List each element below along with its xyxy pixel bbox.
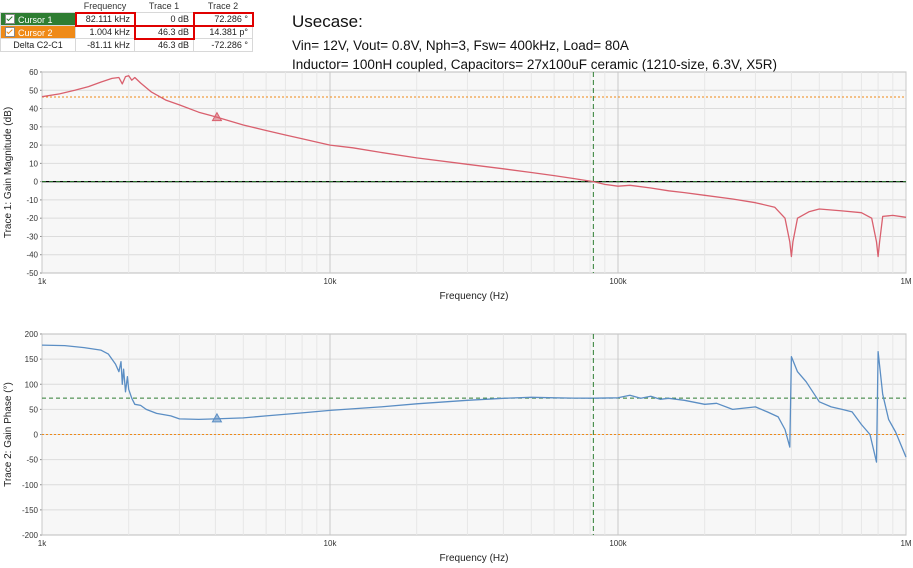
cursor1-label-cell[interactable]: Cursor 1 xyxy=(0,12,76,26)
phase-xtick-label: 10k xyxy=(324,539,338,548)
phase-ytick-label: -50 xyxy=(26,456,38,465)
delta-row: Delta C2-C1 -81.11 kHz 46.3 dB -72.286 ° xyxy=(0,38,253,52)
mag-yaxis-label: Trace 1: Gain Magnitude (dB) xyxy=(3,107,14,238)
delta-trace2: -72.286 ° xyxy=(193,38,253,52)
header-trace2: Trace 2 xyxy=(193,0,253,13)
mag-xtick-label: 100k xyxy=(609,277,627,286)
phase-trace-line xyxy=(41,344,907,463)
phase-xaxis-label: Frequency (Hz) xyxy=(440,553,509,564)
mag-xtick-label: 1M xyxy=(900,277,911,286)
phase-xtick-label: 1k xyxy=(38,539,47,548)
phase-ytick-label: 200 xyxy=(25,330,39,339)
mag-xaxis-label: Frequency (Hz) xyxy=(440,291,509,302)
cursor1-trace2: 72.286 ° xyxy=(192,11,254,27)
mag-ytick-label: 40 xyxy=(29,105,38,114)
mag-ytick-label: -40 xyxy=(26,251,38,260)
header-blank xyxy=(0,0,76,13)
mag-cursor2-marker[interactable] xyxy=(211,111,223,122)
phase-cursor2-marker[interactable] xyxy=(211,412,223,423)
phase-xtick-label: 100k xyxy=(609,539,627,548)
header-frequency: Frequency xyxy=(75,0,135,13)
phase-ytick-label: 150 xyxy=(25,355,39,364)
usecase-notes: Usecase: Vin= 12V, Vout= 0.8V, Nph=3, Fs… xyxy=(292,12,777,74)
delta-label: Delta C2-C1 xyxy=(0,38,76,52)
cursor2-checkbox[interactable] xyxy=(5,26,15,37)
cursor1-row[interactable]: Cursor 1 82.111 kHz 0 dB 72.286 ° xyxy=(0,11,254,27)
cursor2-frequency: 1.004 kHz xyxy=(75,25,135,39)
phase-ytick-label: -200 xyxy=(22,531,39,540)
cursor2-row[interactable]: Cursor 2 1.004 kHz 46.3 dB 14.381 p° xyxy=(0,24,253,40)
cursor1-trace1: 0 dB xyxy=(134,12,194,26)
mag-ytick-label: 10 xyxy=(29,159,38,168)
mag-ytick-label: 0 xyxy=(34,178,39,187)
mag-ytick-label: 30 xyxy=(29,123,38,132)
mag-xtick-label: 1k xyxy=(38,277,47,286)
phase-yaxis-label: Trace 2: Gain Phase (°) xyxy=(3,382,14,487)
cursor2-label: Cursor 2 xyxy=(18,27,53,38)
mag-ytick-label: -50 xyxy=(26,269,38,278)
cursor2-trace2: 14.381 p° xyxy=(193,25,253,39)
mag-ytick-label: 60 xyxy=(29,68,38,77)
cursor2-label-cell[interactable]: Cursor 2 xyxy=(0,25,76,39)
usecase-line-2: Inductor= 100nH coupled, Capacitors= 27x… xyxy=(292,57,778,72)
delta-trace1: 46.3 dB xyxy=(134,38,194,52)
usecase-title: Usecase: xyxy=(292,12,363,31)
mag-ytick-label: 20 xyxy=(29,141,38,150)
phase-xtick-label: 1M xyxy=(900,539,911,548)
cursor1-frequency: 82.111 kHz xyxy=(74,11,136,27)
cursor-table: Frequency Trace 1 Trace 2 Cursor 1 82.11… xyxy=(0,0,254,52)
mag-xtick-label: 10k xyxy=(324,277,338,286)
cursor1-label: Cursor 1 xyxy=(18,14,53,25)
delta-frequency: -81.11 kHz xyxy=(75,38,135,52)
phase-ytick-label: 0 xyxy=(34,431,39,440)
cursor1-checkbox[interactable] xyxy=(5,13,15,24)
mag-ytick-label: -30 xyxy=(26,232,38,241)
header-trace1: Trace 1 xyxy=(134,0,194,13)
phase-ytick-label: -150 xyxy=(22,506,39,515)
mag-ytick-label: -10 xyxy=(26,196,38,205)
usecase-line-1: Vin= 12V, Vout= 0.8V, Nph=3, Fsw= 400kHz… xyxy=(292,38,629,53)
phase-ytick-label: 100 xyxy=(25,380,39,389)
phase-ytick-label: 50 xyxy=(29,405,38,414)
phase-ytick-label: -100 xyxy=(22,481,39,490)
cursor2-trace1: 46.3 dB xyxy=(133,24,195,40)
mag-trace-line xyxy=(41,75,907,258)
mag-ytick-label: -20 xyxy=(26,214,38,223)
mag-ytick-label: 50 xyxy=(29,86,38,95)
cursor-table-header: Frequency Trace 1 Trace 2 xyxy=(0,0,253,13)
